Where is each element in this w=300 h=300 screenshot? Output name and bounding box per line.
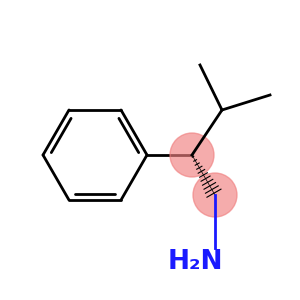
Circle shape: [193, 173, 237, 217]
Text: H₂N: H₂N: [167, 249, 223, 275]
Circle shape: [170, 133, 214, 177]
